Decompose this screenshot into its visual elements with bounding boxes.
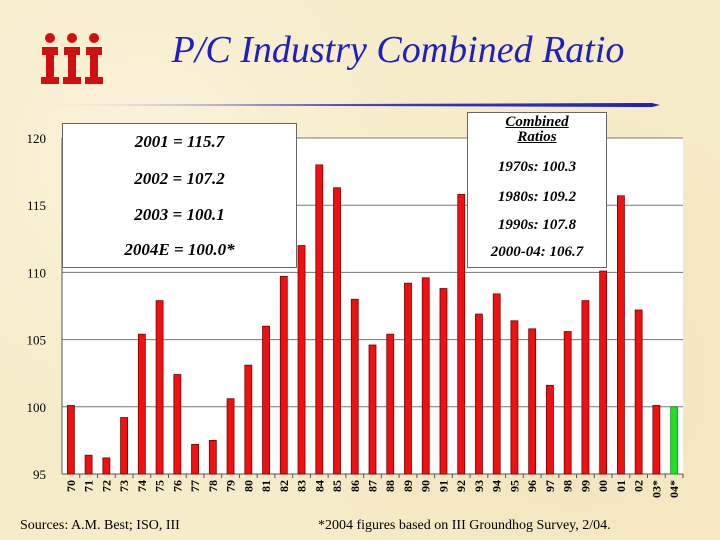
x-tick-label: 78 (206, 480, 220, 492)
ratio-2000-04: 2000-04: 106.7 (490, 244, 584, 260)
bar-78 (208, 439, 217, 475)
bar-88 (386, 333, 395, 475)
bar-90 (421, 277, 430, 475)
bar-71 (84, 454, 93, 475)
bar-94 (492, 293, 501, 475)
x-tick-label: 77 (188, 480, 202, 492)
bar-96 (528, 328, 537, 475)
bar-92 (457, 194, 466, 475)
y-tick-label: 100 (27, 400, 47, 415)
bar-01 (617, 195, 625, 475)
decade-ratios-box: Combined Ratios 1970s: 100.3 1980s: 109.… (467, 112, 607, 268)
ratio-1990s: 1990s: 107.8 (497, 217, 577, 233)
x-tick-label: 84 (312, 480, 326, 492)
note-2002: 2002 = 107.2 (134, 169, 225, 188)
bar-70 (66, 405, 75, 475)
bar-80 (244, 364, 253, 475)
bar-97 (546, 384, 554, 475)
x-tick-label: 79 (224, 480, 238, 492)
x-tick-label: 86 (348, 480, 362, 492)
y-tick-label: 115 (27, 198, 46, 213)
bar-81 (262, 325, 270, 475)
x-tick-label: 74 (135, 480, 149, 492)
x-tick-label: 89 (401, 480, 415, 492)
x-tick-label: 92 (454, 480, 468, 492)
bar-86 (350, 298, 359, 475)
x-tick-label: 02 (632, 480, 646, 492)
y-tick-label: 120 (27, 131, 47, 146)
bar-04-est (670, 406, 679, 475)
iii-logo-icon: iii (41, 33, 103, 84)
x-tick-label: 90 (419, 480, 433, 492)
x-tick-label: 95 (507, 480, 521, 492)
x-tick-label: 83 (295, 480, 309, 492)
bar-79 (226, 398, 235, 475)
x-tick-label: 88 (383, 480, 397, 492)
note-2004e: 2004E = 100.0* (124, 240, 235, 259)
bar-85 (333, 187, 341, 475)
bar-77 (191, 444, 199, 475)
ratios-header-line1: Combined (505, 114, 569, 130)
bar-89 (404, 282, 412, 475)
x-tick-label: 80 (241, 480, 255, 492)
y-tick-label: 110 (27, 265, 46, 280)
yearly-ratio-notes: 2001 = 115.7 2002 = 107.2 2003 = 100.1 2… (62, 123, 297, 268)
bar-99 (581, 300, 590, 475)
ratios-header-line2: Ratios (517, 129, 557, 145)
x-tick-label: 82 (277, 480, 291, 492)
x-tick-label: 81 (259, 480, 273, 492)
bar-75 (155, 300, 164, 475)
x-tick-label: 99 (578, 480, 592, 492)
title-underline (40, 103, 660, 107)
x-tick-label: 00 (596, 480, 610, 492)
bar-87 (368, 344, 377, 475)
y-tick-label: 105 (27, 333, 47, 348)
x-tick-label: 93 (472, 480, 486, 492)
sources-footer: Sources: A.M. Best; ISO, III (20, 518, 180, 533)
ratio-1970s: 1970s: 100.3 (497, 159, 577, 175)
x-tick-label: 71 (82, 480, 96, 492)
x-tick-label: 75 (153, 480, 167, 492)
x-tick-label: 01 (614, 480, 628, 492)
bar-74 (137, 333, 146, 475)
x-tick-label: 96 (525, 480, 539, 492)
x-tick-label: 94 (490, 480, 504, 492)
x-tick-label: 87 (366, 480, 380, 492)
y-tick-label: 95 (33, 467, 46, 482)
bar-93 (475, 313, 483, 475)
footnote: *2004 figures based on III Groundhog Sur… (318, 518, 611, 533)
note-2001: 2001 = 115.7 (134, 132, 225, 151)
bar-76 (173, 374, 182, 475)
bar-84 (315, 164, 324, 475)
x-tick-label: 04* (667, 480, 681, 498)
x-tick-label: 70 (64, 480, 78, 492)
x-tick-label: 98 (561, 480, 575, 492)
bar-00 (599, 270, 608, 475)
bar-02 (634, 309, 643, 475)
x-tick-label: 85 (330, 480, 344, 492)
ratio-1980s: 1980s: 109.2 (497, 189, 577, 205)
x-tick-label: 76 (170, 480, 184, 492)
bar-95 (510, 320, 519, 475)
bar-82 (279, 276, 288, 475)
page-title: P/C Industry Combined Ratio (171, 29, 625, 71)
bar-83 (297, 245, 306, 475)
bar-03-est (652, 405, 661, 475)
bar-72 (102, 457, 111, 475)
bar-73 (120, 417, 128, 475)
note-2003: 2003 = 100.1 (134, 205, 225, 224)
x-tick-label: 73 (117, 480, 131, 492)
x-tick-label: 03* (649, 480, 663, 498)
x-tick-label: 91 (436, 480, 450, 492)
x-tick-label: 72 (99, 480, 113, 492)
x-tick-label: 97 (543, 480, 557, 492)
bar-91 (439, 288, 448, 475)
bar-98 (563, 331, 572, 475)
